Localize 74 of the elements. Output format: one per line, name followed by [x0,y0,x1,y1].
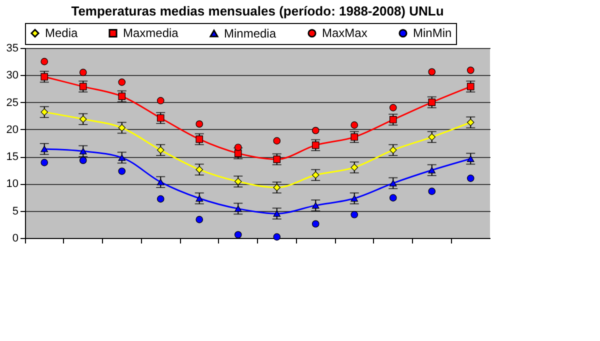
y-tick-label: 15 [6,151,18,164]
legend-label: Minmedia [224,26,276,40]
legend-label: MinMin [413,26,452,40]
y-tick-label: 25 [6,96,18,109]
point [40,108,48,116]
point [312,142,320,149]
point [428,133,436,141]
point [79,82,87,90]
point [428,166,436,174]
point [350,133,358,141]
point [389,146,397,154]
legend-label: MaxMax [322,26,368,40]
point [234,150,242,157]
point [350,195,358,202]
point [156,178,164,186]
point [466,118,474,126]
point [156,146,164,154]
point [40,158,48,166]
point [156,97,164,104]
point [118,78,126,86]
point [273,156,281,163]
point [196,195,204,202]
y-tick-label: 0 [12,232,18,244]
chart-title: Temperaturas medias mensuales (período: 1988-2008) UNLu [71,4,444,18]
point [79,68,87,76]
point [40,58,48,66]
point [234,205,242,212]
point [118,124,126,132]
point [118,168,126,175]
point [234,178,242,186]
legend-label: Maxmedia [123,26,179,40]
point [312,126,320,134]
y-tick-label: 20 [6,124,18,136]
point [273,210,281,217]
point [312,220,320,228]
point [312,202,320,209]
point [196,120,204,128]
point [466,82,474,90]
y-tick-label: 10 [6,178,18,190]
point [79,115,87,123]
point [118,154,126,161]
point [273,137,281,144]
legend-label: Media [45,26,78,40]
point [156,114,164,122]
point [350,121,358,129]
point [389,116,397,124]
point [428,98,436,106]
point [389,194,397,202]
point [273,233,281,241]
y-tick-label: 5 [12,205,18,218]
point [428,68,436,76]
point [196,166,204,174]
point [312,171,320,179]
point [40,73,48,80]
point [79,148,87,154]
point [389,180,397,186]
point [466,66,474,74]
point [79,156,87,164]
point [118,92,126,100]
y-tick-label: 30 [6,70,18,82]
y-tick-label: 35 [6,42,18,54]
point [234,144,242,151]
point [156,195,164,203]
point [466,174,474,182]
point [350,164,358,172]
point [196,216,204,224]
point [234,231,242,238]
point [389,104,397,112]
point [428,188,436,195]
point [466,156,474,162]
point [196,136,204,143]
point [40,146,48,152]
point [350,211,358,218]
point [273,184,281,192]
